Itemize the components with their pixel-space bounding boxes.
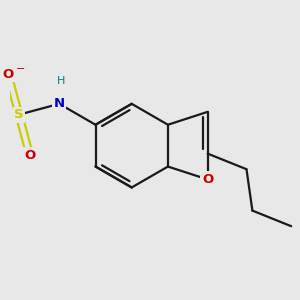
Text: O: O bbox=[2, 68, 14, 81]
Text: −: − bbox=[16, 64, 25, 74]
Text: N: N bbox=[54, 97, 65, 110]
Text: O: O bbox=[24, 148, 35, 161]
Text: H: H bbox=[57, 76, 65, 86]
Text: O: O bbox=[202, 173, 213, 186]
Text: S: S bbox=[14, 108, 24, 121]
